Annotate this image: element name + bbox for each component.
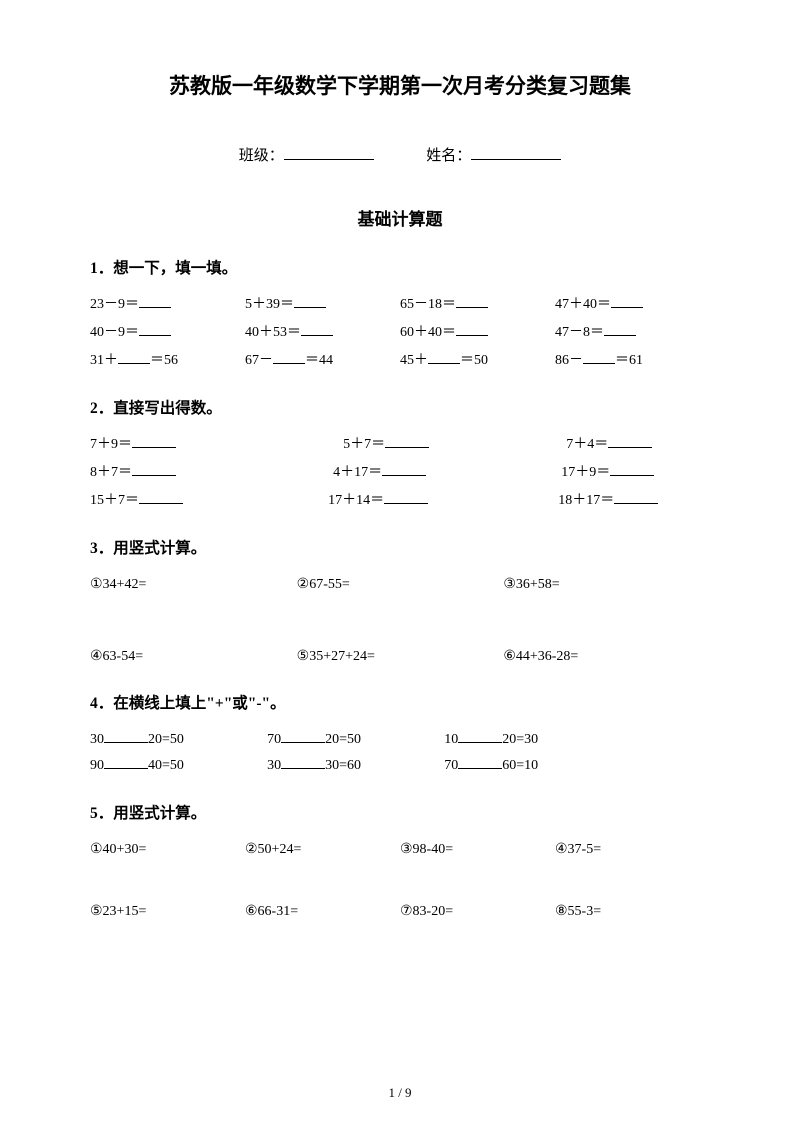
blank[interactable] — [139, 490, 183, 504]
q4-r1c2b: 60=10 — [502, 758, 538, 773]
blank[interactable] — [281, 729, 325, 743]
q5-3: ③98-40= — [400, 839, 555, 861]
q3-grid2: ④63-54= ⑤35+27+24= ⑥44+36-28= — [90, 646, 710, 668]
q1-r2c1b: ＝44 — [305, 353, 333, 368]
q4-r0c1b: 20=50 — [325, 732, 361, 747]
info-line: 班级： 姓名： — [90, 144, 710, 168]
blank[interactable] — [382, 462, 426, 476]
q1-r2c2a: 45＋ — [400, 353, 428, 368]
q1-r2c0a: 31＋ — [90, 353, 118, 368]
q5-8: ⑧55-3= — [555, 901, 710, 923]
blank[interactable] — [428, 350, 460, 364]
class-blank[interactable] — [284, 145, 374, 160]
q3-5: ⑤35+27+24= — [297, 646, 504, 668]
q3-2: ②67-55= — [297, 574, 504, 596]
blank[interactable] — [118, 350, 150, 364]
q2-r2c1: 17＋14＝ — [328, 493, 384, 508]
q5-2: ②50+24= — [245, 839, 400, 861]
q2-title: 2．直接写出得数。 — [90, 397, 710, 422]
q1-grid: 23－9＝ 5＋39＝ 65－18＝ 47＋40＝ 40－9＝ 40＋53＝ 6… — [90, 294, 710, 373]
blank[interactable] — [608, 434, 652, 448]
q1-r2c2b: ＝50 — [460, 353, 488, 368]
blank[interactable] — [456, 322, 488, 336]
blank[interactable] — [384, 490, 428, 504]
q5-6: ⑥66-31= — [245, 901, 400, 923]
q5-title: 5．用竖式计算。 — [90, 802, 710, 827]
q1-r0c0: 23－9＝ — [90, 297, 139, 312]
blank[interactable] — [610, 462, 654, 476]
q2-r2c2: 18＋17＝ — [558, 493, 614, 508]
q5-grid2: ⑤23+15= ⑥66-31= ⑦83-20= ⑧55-3= — [90, 901, 710, 923]
blank[interactable] — [294, 294, 326, 308]
blank[interactable] — [456, 294, 488, 308]
q4-r0c0b: 20=50 — [148, 732, 184, 747]
q4-r1c1a: 30 — [267, 758, 281, 773]
q2-r0c0: 7＋9＝ — [90, 437, 132, 452]
blank[interactable] — [139, 294, 171, 308]
q4-r1c0b: 40=50 — [148, 758, 184, 773]
blank[interactable] — [458, 729, 502, 743]
blank[interactable] — [273, 350, 305, 364]
q2-r1c1: 4＋17＝ — [333, 465, 382, 480]
q3-4: ④63-54= — [90, 646, 297, 668]
q2-grid: 7＋9＝ 5＋7＝ 7＋4＝ 8＋7＝ 4＋17＝ 17＋9＝ 15＋7＝ 17… — [90, 434, 710, 513]
blank[interactable] — [611, 294, 643, 308]
blank[interactable] — [132, 434, 176, 448]
q1-r1c0: 40－9＝ — [90, 325, 139, 340]
q4-r1c1b: 30=60 — [325, 758, 361, 773]
q4-r1c2a: 70 — [444, 758, 458, 773]
q3-6: ⑥44+36-28= — [503, 646, 710, 668]
q4-r0c0a: 30 — [90, 732, 104, 747]
q1-title: 1．想一下，填一填。 — [90, 257, 710, 282]
blank[interactable] — [604, 322, 636, 336]
q1-r1c2: 60＋40＝ — [400, 325, 456, 340]
q2-r0c2: 7＋4＝ — [566, 437, 608, 452]
blank[interactable] — [614, 490, 658, 504]
q2-r0c1: 5＋7＝ — [343, 437, 385, 452]
q4-title: 4．在横线上填上"+"或"-"。 — [90, 692, 710, 717]
q1-r0c3: 47＋40＝ — [555, 297, 611, 312]
q5-1: ①40+30= — [90, 839, 245, 861]
blank[interactable] — [301, 322, 333, 336]
blank[interactable] — [104, 729, 148, 743]
class-label: 班级： — [239, 148, 284, 164]
name-blank[interactable] — [471, 145, 561, 160]
q1-r1c1: 40＋53＝ — [245, 325, 301, 340]
q4-r1c0a: 90 — [90, 758, 104, 773]
q2-r2c0: 15＋7＝ — [90, 493, 139, 508]
q2-r1c0: 8＋7＝ — [90, 465, 132, 480]
q1-r2c3a: 86－ — [555, 353, 583, 368]
page-title: 苏教版一年级数学下学期第一次月考分类复习题集 — [90, 70, 710, 104]
blank[interactable] — [139, 322, 171, 336]
q5-grid: ①40+30= ②50+24= ③98-40= ④37-5= — [90, 839, 710, 861]
q3-3: ③36+58= — [503, 574, 710, 596]
q2-r1c2: 17＋9＝ — [561, 465, 610, 480]
q3-1: ①34+42= — [90, 574, 297, 596]
q3-grid: ①34+42= ②67-55= ③36+58= — [90, 574, 710, 596]
blank[interactable] — [281, 755, 325, 769]
q4-r0c1a: 70 — [267, 732, 281, 747]
q5-4: ④37-5= — [555, 839, 710, 861]
blank[interactable] — [132, 462, 176, 476]
q1-r2c0b: ＝56 — [150, 353, 178, 368]
q3-title: 3．用竖式计算。 — [90, 537, 710, 562]
blank[interactable] — [458, 755, 502, 769]
blank[interactable] — [104, 755, 148, 769]
q5-5: ⑤23+15= — [90, 901, 245, 923]
q1-r2c3b: ＝61 — [615, 353, 643, 368]
q4-grid: 3020=50 7020=50 1020=30 9040=50 3030=60 … — [90, 729, 710, 778]
page-number: 1 / 9 — [0, 1083, 800, 1104]
q1-r2c1a: 67－ — [245, 353, 273, 368]
q1-r0c1: 5＋39＝ — [245, 297, 294, 312]
q1-r1c3: 47－8＝ — [555, 325, 604, 340]
section-title: 基础计算题 — [90, 206, 710, 233]
blank[interactable] — [385, 434, 429, 448]
name-label: 姓名： — [426, 148, 471, 164]
q5-7: ⑦83-20= — [400, 901, 555, 923]
q4-r0c2a: 10 — [444, 732, 458, 747]
q1-r0c2: 65－18＝ — [400, 297, 456, 312]
q4-r0c2b: 20=30 — [502, 732, 538, 747]
blank[interactable] — [583, 350, 615, 364]
